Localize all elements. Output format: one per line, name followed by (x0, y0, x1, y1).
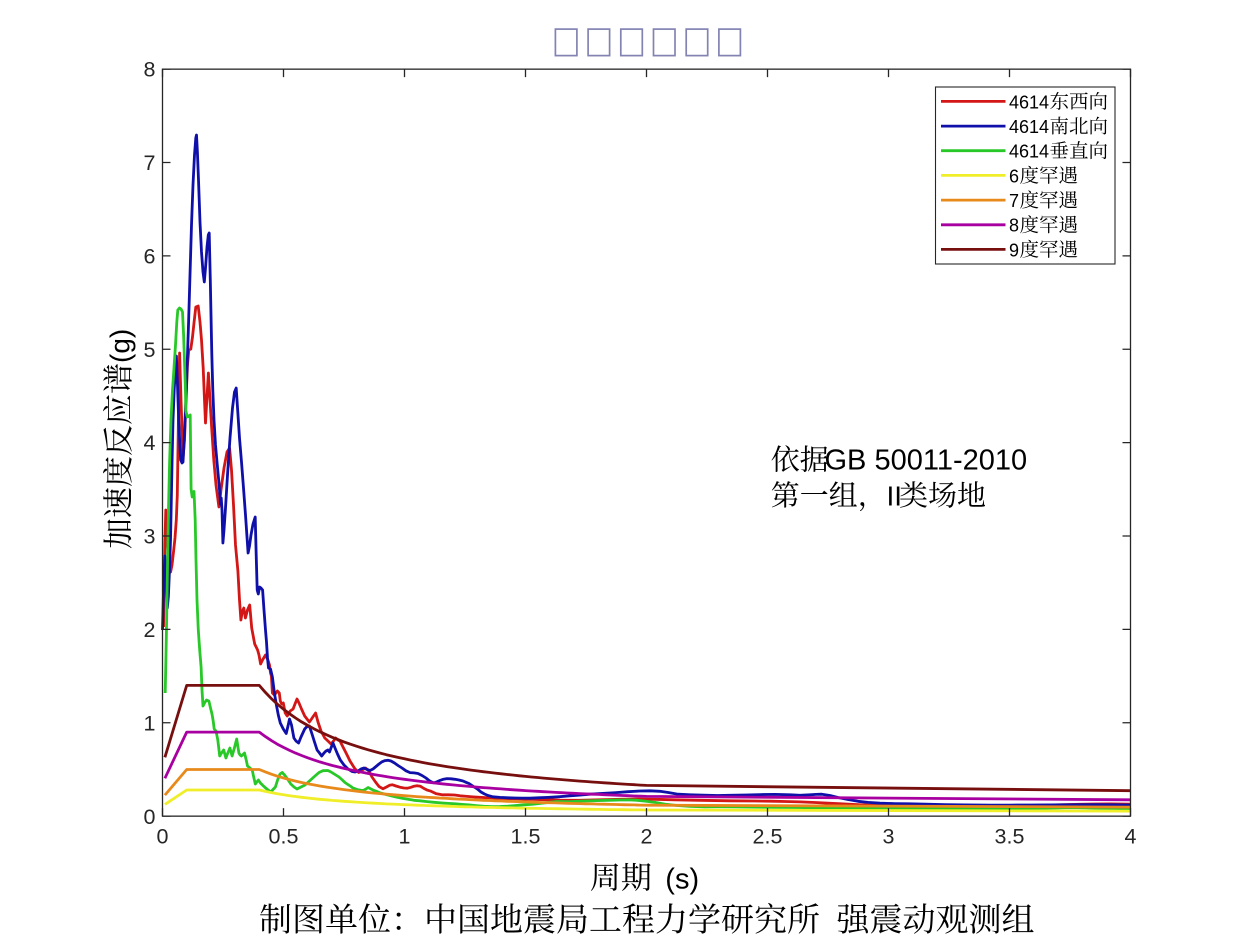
svg-text:9: 9 (1009, 240, 1019, 260)
svg-text:0.5: 0.5 (269, 825, 299, 849)
svg-text:2.5: 2.5 (753, 825, 783, 849)
svg-text:II: II (887, 481, 903, 512)
svg-text:4: 4 (144, 431, 156, 455)
svg-text:GB 50011-2010: GB 50011-2010 (825, 445, 1028, 477)
svg-text:3: 3 (883, 825, 895, 849)
svg-text:8: 8 (1009, 216, 1019, 236)
svg-text:0: 0 (157, 825, 169, 849)
svg-text:5: 5 (144, 338, 156, 362)
svg-text:3: 3 (144, 525, 156, 549)
svg-text:7: 7 (144, 151, 156, 175)
svg-text:6: 6 (1009, 166, 1019, 186)
svg-text:4614: 4614 (1009, 92, 1049, 112)
svg-text:1: 1 (144, 711, 156, 735)
svg-text:6: 6 (144, 245, 156, 269)
svg-text:4614: 4614 (1009, 117, 1049, 137)
svg-text:8: 8 (144, 58, 156, 82)
svg-text:(s): (s) (665, 864, 699, 896)
svg-text:7: 7 (1009, 191, 1019, 211)
svg-text:1.5: 1.5 (511, 825, 541, 849)
svg-text:1: 1 (399, 825, 411, 849)
svg-text:3.5: 3.5 (995, 825, 1025, 849)
svg-text:0: 0 (144, 805, 156, 829)
svg-text:2: 2 (144, 618, 156, 642)
svg-text:4614: 4614 (1009, 142, 1049, 162)
svg-text:4: 4 (1125, 825, 1137, 849)
svg-text:2: 2 (641, 825, 653, 849)
svg-text:(g): (g) (104, 329, 135, 363)
